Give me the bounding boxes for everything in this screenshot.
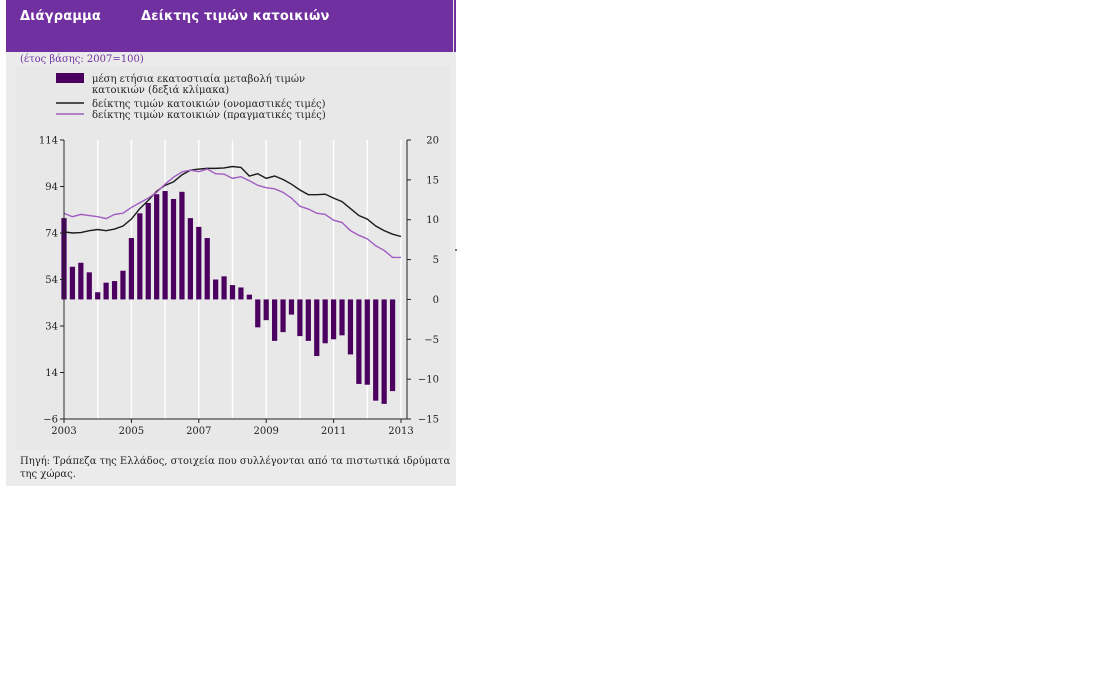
bar-21: [238, 287, 244, 300]
bar-34: [347, 299, 354, 355]
bar-19: [221, 276, 227, 300]
bar-36: [364, 299, 370, 385]
header-label: Διάγραμμα: [20, 9, 102, 24]
bar-8: [128, 238, 135, 300]
legend-real-label: δείκτης τιμών κατοικιών (πραγματικές τιμ…: [92, 110, 326, 121]
chart-legend: μέση ετήσια εκατοστιαία μεταβολή τιμών κ…: [56, 73, 326, 121]
x-tick-label-2007: 2007: [186, 426, 211, 437]
x-tick-label-2013: 2013: [388, 426, 413, 437]
left-tick-label-6: −6: [43, 415, 58, 426]
legend-bar-label-line2: κατοικιών (δεξιά κλίμακα): [92, 85, 229, 96]
left-tick-label-0: 114: [39, 136, 58, 147]
x-tick-label-2011: 2011: [321, 426, 346, 437]
bar-20: [229, 285, 236, 300]
right-tick-label-1: 15: [426, 175, 439, 186]
header-title: Διάγραμμα Δείκτης τιμών κατοικιών: [20, 9, 330, 24]
legend-nominal-label: δείκτης τιμών κατοικιών (ονομαστικές τιμ…: [92, 99, 326, 110]
bar-26: [280, 299, 286, 333]
line-series: [63, 165, 402, 259]
bar-11: [154, 194, 160, 300]
bar-29: [305, 299, 311, 341]
bar-12: [162, 191, 168, 300]
right-tick-label-6: −10: [418, 375, 439, 386]
real-price-line: [63, 168, 401, 259]
bar-33: [339, 299, 345, 336]
right-tick-label-4: 0: [433, 295, 439, 306]
left-tick-label-5: 14: [45, 368, 58, 379]
bar-22: [246, 294, 252, 300]
bar-1: [69, 266, 76, 300]
bar-4: [95, 292, 101, 300]
x-tick-label-2009: 2009: [253, 426, 278, 437]
bar-32: [330, 299, 337, 340]
right-tick-label-7: −15: [418, 415, 439, 426]
bar-39: [389, 299, 396, 392]
bar-9: [137, 213, 143, 300]
chart-figure: Διάγραμμα Δείκτης τιμών κατοικιών (έτος β…: [6, 0, 456, 486]
chart-subtitle: (έτος βάσης: 2007=100): [20, 54, 144, 65]
left-tick-label-1: 94: [45, 182, 58, 193]
right-tick-label-2: 10: [426, 215, 439, 226]
bar-10: [145, 202, 151, 300]
x-tick-label-2003: 2003: [51, 426, 76, 437]
legend-bar-label-line1: μέση ετήσια εκατοστιαία μεταβολή τιμών: [92, 74, 305, 85]
bar-25: [272, 299, 278, 341]
bar-24: [263, 299, 269, 321]
header-chart-title: Δείκτης τιμών κατοικιών: [141, 9, 330, 24]
bar-23: [255, 299, 261, 328]
header-edge: [454, 0, 456, 52]
chart-svg: μέση ετήσια εκατοστιαία μεταβολή τιμών κ…: [16, 66, 450, 450]
nominal-price-line: [63, 165, 402, 238]
left-tick-label-3: 54: [45, 275, 58, 286]
chart-source: Πηγή: Τράπεζα της Ελλάδος, στοιχεία που …: [20, 456, 451, 480]
bar-3: [86, 272, 92, 300]
bar-16: [196, 226, 202, 300]
bar-17: [204, 238, 210, 300]
bar-7: [120, 270, 126, 300]
bar-31: [322, 299, 328, 344]
legend-bar-swatch: [56, 73, 84, 83]
bar-35: [356, 299, 362, 384]
bar-28: [297, 299, 303, 337]
bar-37: [373, 299, 379, 401]
bar-30: [314, 299, 320, 357]
bar-5: [103, 282, 109, 300]
right-tick-label-3: 5: [433, 255, 439, 266]
chart-header: Διάγραμμα Δείκτης τιμών κατοικιών: [6, 0, 453, 52]
right-tick-label-5: −5: [424, 335, 439, 346]
left-tick-label-2: 74: [45, 229, 58, 240]
stray-dot: [455, 249, 457, 251]
bar-2: [78, 262, 84, 300]
right-tick-label-0: 20: [426, 136, 439, 147]
chart-axes: 114 94 74 54 34 14 −6 20 15 10 5 0 −5 −10 −15 2003 2005 2…: [39, 136, 439, 438]
bar-18: [213, 279, 219, 300]
bar-15: [187, 218, 193, 300]
bar-13: [170, 198, 177, 300]
bar-14: [179, 191, 185, 300]
bar-38: [381, 299, 387, 404]
bar-27: [288, 299, 295, 315]
bar-6: [111, 281, 118, 300]
x-tick-label-2005: 2005: [119, 426, 144, 437]
left-tick-label-4: 34: [45, 322, 58, 333]
